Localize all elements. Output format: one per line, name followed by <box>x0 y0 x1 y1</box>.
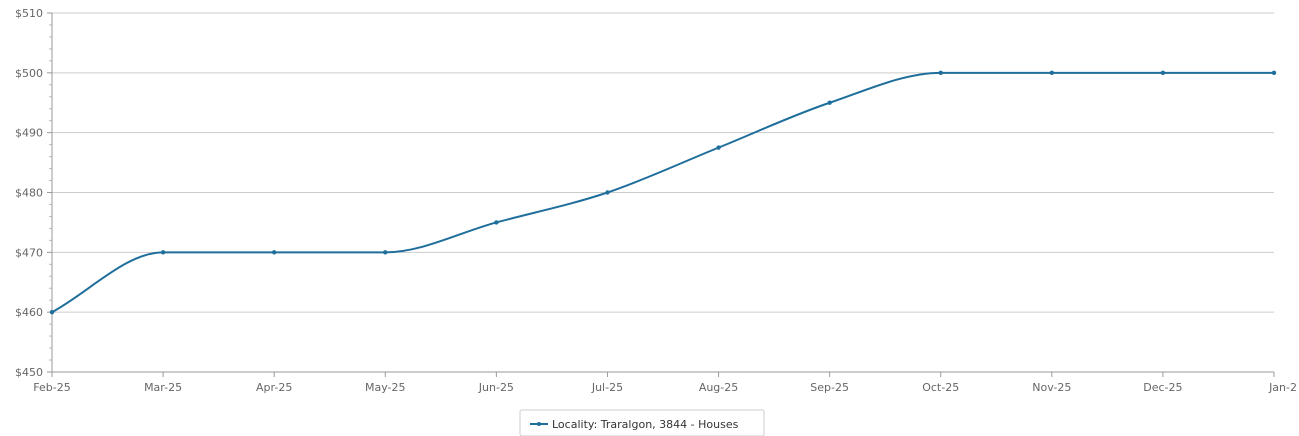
x-tick-label: Aug-25 <box>699 381 738 394</box>
x-tick-label: Jun-25 <box>478 381 514 394</box>
data-point[interactable] <box>1049 70 1055 76</box>
data-point[interactable] <box>1271 70 1277 76</box>
data-point[interactable] <box>160 250 166 255</box>
y-tick-label: $480 <box>15 187 43 200</box>
x-tick-label: Jan-2 <box>1268 381 1297 394</box>
y-axis-tick-labels: $450 $460 $470 $480 $490 $500 $510 <box>15 7 43 379</box>
series-line[interactable] <box>51 71 1274 314</box>
legend-box[interactable] <box>519 409 765 436</box>
y-tick-label: $460 <box>15 306 43 319</box>
x-tick-label: Nov-25 <box>1032 381 1071 394</box>
data-point[interactable] <box>494 220 499 225</box>
grid-lines <box>52 12 1274 313</box>
x-tick-label: Jul-25 <box>591 381 623 394</box>
data-point[interactable] <box>716 145 721 150</box>
y-tick-label: $500 <box>15 67 43 80</box>
x-tick-label: May-25 <box>365 381 406 394</box>
x-tick-label: Dec-25 <box>1143 381 1182 394</box>
x-tick-label: Oct-25 <box>922 381 959 394</box>
x-tick-label: Sep-25 <box>810 381 849 394</box>
data-point[interactable] <box>1160 70 1166 76</box>
data-point[interactable] <box>938 70 943 76</box>
legend-series-label[interactable]: Locality: Traralgon, 3844 - Houses <box>552 418 739 431</box>
legend[interactable]: Locality: Traralgon, 3844 - Houses <box>519 409 765 436</box>
x-tick-label: Feb-25 <box>33 381 70 394</box>
series-layer <box>49 70 1277 315</box>
x-axis-tick-labels: Feb-25 Mar-25 Apr-25 May-25 Jun-25 Jul-25 Aug-… <box>33 381 1297 394</box>
data-point[interactable] <box>271 250 277 255</box>
data-point[interactable] <box>605 190 610 195</box>
y-tick-label: $490 <box>15 127 43 140</box>
y-tick-label: $450 <box>15 366 43 379</box>
data-point[interactable] <box>827 100 832 105</box>
y-tick-label: $470 <box>15 246 43 259</box>
legend-series-marker <box>537 422 541 426</box>
data-point[interactable] <box>49 309 55 315</box>
axes <box>47 12 1275 377</box>
x-tick-label: Mar-25 <box>144 381 182 394</box>
y-tick-label: $510 <box>15 7 43 20</box>
x-tick-label: Apr-25 <box>256 381 292 394</box>
data-point[interactable] <box>383 250 388 255</box>
